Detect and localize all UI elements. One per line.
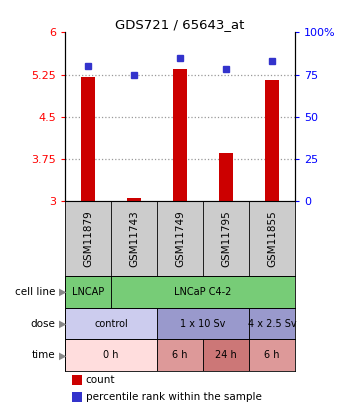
Text: ▶: ▶: [59, 287, 66, 297]
Text: GSM11743: GSM11743: [129, 210, 139, 267]
Bar: [81, 77, 95, 201]
Text: time: time: [31, 350, 55, 360]
Bar: [65, 308, 157, 339]
Text: GSM11879: GSM11879: [83, 210, 93, 267]
Text: ▶: ▶: [59, 350, 66, 360]
Bar: [127, 198, 141, 201]
Bar: [65, 276, 111, 308]
Bar: [65, 339, 157, 371]
Bar: [157, 308, 249, 339]
Text: count: count: [86, 375, 115, 385]
Text: GSM11795: GSM11795: [221, 210, 231, 267]
Text: 6 h: 6 h: [264, 350, 280, 360]
Bar: [72, 392, 82, 402]
Bar: [249, 308, 295, 339]
Title: GDS721 / 65643_at: GDS721 / 65643_at: [115, 18, 245, 31]
Text: 0 h: 0 h: [103, 350, 119, 360]
Bar: [203, 339, 249, 371]
Text: ▶: ▶: [59, 319, 66, 328]
Bar: [265, 80, 279, 201]
Text: 24 h: 24 h: [215, 350, 237, 360]
Bar: [173, 69, 187, 201]
Text: LNCaP C4-2: LNCaP C4-2: [174, 287, 232, 297]
Bar: [249, 339, 295, 371]
Text: LNCAP: LNCAP: [72, 287, 104, 297]
Text: 1 x 10 Sv: 1 x 10 Sv: [180, 319, 226, 328]
Text: GSM11749: GSM11749: [175, 210, 185, 267]
Text: GSM11855: GSM11855: [267, 210, 277, 267]
Text: 4 x 2.5 Sv: 4 x 2.5 Sv: [248, 319, 296, 328]
Bar: [219, 153, 233, 201]
Bar: [111, 276, 295, 308]
Bar: [72, 375, 82, 385]
Text: cell line: cell line: [14, 287, 55, 297]
Text: dose: dose: [30, 319, 55, 328]
Bar: [157, 339, 203, 371]
Text: control: control: [94, 319, 128, 328]
Text: 6 h: 6 h: [172, 350, 188, 360]
Text: percentile rank within the sample: percentile rank within the sample: [86, 392, 262, 402]
